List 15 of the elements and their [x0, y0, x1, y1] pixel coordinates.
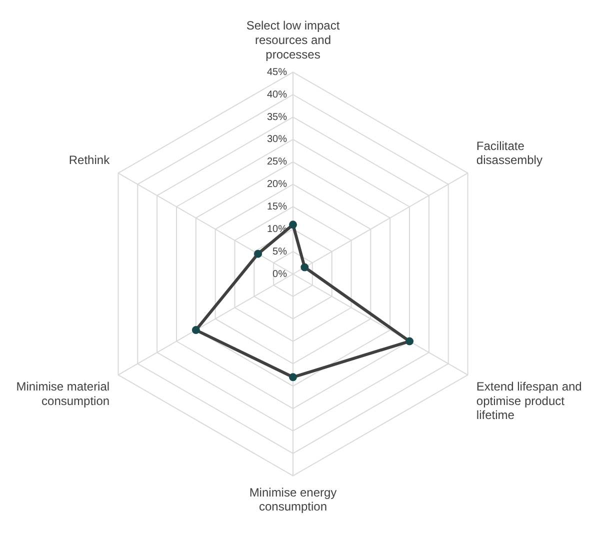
- y-tick-label: 0%: [272, 268, 288, 280]
- spoke-label: Facilitate disassembly: [476, 138, 542, 168]
- y-tick-label: 15%: [266, 201, 288, 212]
- spoke-label: Minimise energy consumption: [249, 485, 337, 514]
- y-tick-label: 40%: [266, 89, 288, 100]
- spoke-label: Extend lifespan and optimise product lifetime: [476, 379, 582, 422]
- y-tick-label: 45%: [266, 66, 288, 78]
- spoke-label: Select low impact resources and processes: [246, 18, 340, 62]
- y-tick-label: 20%: [266, 179, 288, 190]
- spoke-label: Rethink: [68, 153, 111, 168]
- y-tick-label: 5%: [272, 246, 288, 258]
- y-tick-label: 35%: [266, 112, 288, 123]
- y-tick-label: 25%: [266, 156, 288, 168]
- spoke-label: Minimise material consumption: [16, 379, 110, 408]
- y-tick-label: 30%: [266, 134, 288, 146]
